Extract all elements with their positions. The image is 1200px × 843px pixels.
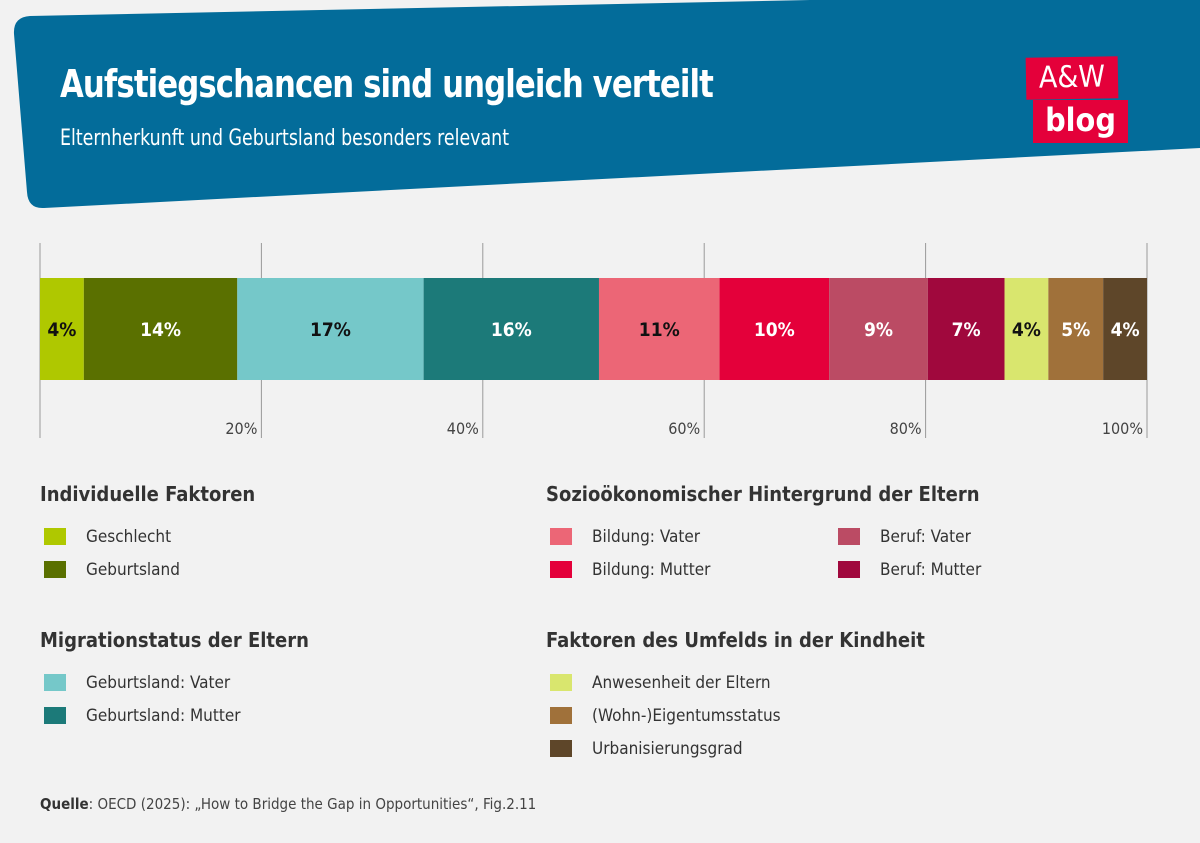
legend-item-geburtsland-mutter: Geburtsland: Mutter	[40, 699, 309, 732]
legend-label: Geschlecht	[86, 526, 172, 547]
data-label: 5%	[1061, 319, 1090, 341]
data-label: 9%	[864, 319, 893, 341]
page-title: Aufstiegschancen sind ungleich verteilt	[60, 62, 714, 106]
legend-item-anwesenheit: Anwesenheit der Eltern	[546, 666, 925, 699]
bar-segment	[1004, 278, 1049, 380]
legend-label: Beruf: Vater	[880, 526, 971, 547]
data-label: 14%	[140, 319, 181, 341]
data-label: 4%	[1012, 319, 1041, 341]
data-label: 16%	[491, 319, 532, 341]
legend-item-geburtsland: Geburtsland	[40, 553, 255, 586]
legend-swatch	[44, 674, 66, 691]
data-label: 7%	[952, 319, 981, 341]
logo-blog: blog	[1033, 100, 1128, 143]
bar-segment	[237, 278, 424, 380]
legend-group-socioeconomic: Sozioökonomischer Hintergrund der Eltern…	[546, 482, 1046, 586]
bar-segment	[1103, 278, 1147, 380]
source-text: : OECD (2025): „How to Bridge the Gap in…	[88, 795, 537, 813]
legend-item-geburtsland-vater: Geburtsland: Vater	[40, 666, 309, 699]
legend-title: Individuelle Faktoren	[40, 482, 256, 506]
legend-label: Urbanisierungsgrad	[592, 738, 743, 759]
legend-swatch	[838, 561, 860, 578]
legend-item-bildung-vater: Bildung: Vater	[546, 520, 834, 553]
legend-item-urbanisierung: Urbanisierungsgrad	[546, 732, 925, 765]
legend-item-beruf-vater: Beruf: Vater	[834, 520, 1054, 553]
data-label: 4%	[1111, 319, 1140, 341]
header-banner	[13, 0, 1200, 209]
legend-title: Faktoren des Umfelds in der Kindheit	[546, 628, 925, 652]
tick-label: 40%	[447, 419, 479, 438]
legend-group-individual: Individuelle Faktoren Geschlecht Geburts…	[40, 482, 255, 586]
legend-title: Migrationstatus der Eltern	[40, 628, 309, 652]
legend-item-bildung-mutter: Bildung: Mutter	[546, 553, 834, 586]
legend-label: Bildung: Mutter	[592, 559, 711, 580]
legend-label: Geburtsland: Mutter	[86, 705, 241, 726]
legend-group-migration: Migrationstatus der Eltern Geburtsland: …	[40, 628, 309, 732]
tick-label: 60%	[668, 419, 700, 438]
legend-swatch	[550, 528, 572, 545]
bar-segment	[1048, 278, 1104, 380]
legend-swatch	[44, 707, 66, 724]
page-subtitle: Elternherkunft und Geburtsland besonders…	[60, 126, 510, 151]
legend-item-beruf-mutter: Beruf: Mutter	[834, 553, 1054, 586]
bar-segment	[829, 278, 928, 380]
legend-label: (Wohn-)Eigentumsstatus	[592, 705, 781, 726]
legend-title: Sozioökonomischer Hintergrund der Eltern	[546, 482, 980, 506]
legend-swatch	[44, 528, 66, 545]
bar-segment	[598, 278, 720, 380]
legend-swatch	[550, 674, 572, 691]
bar-segment	[40, 278, 84, 380]
legend-swatch	[44, 561, 66, 578]
data-label: 4%	[47, 319, 76, 341]
legend-label: Anwesenheit der Eltern	[592, 672, 771, 693]
tick-label: 20%	[225, 419, 257, 438]
bar-segment	[927, 278, 1005, 380]
legend-label: Geburtsland: Vater	[86, 672, 231, 693]
legend-label: Beruf: Mutter	[880, 559, 982, 580]
bar-segment	[423, 278, 599, 380]
tick-label: 80%	[890, 419, 922, 438]
legend-item-geschlecht: Geschlecht	[40, 520, 255, 553]
legend-label: Geburtsland	[86, 559, 180, 580]
stacked-bar-chart: 4% 14% 17% 16% 11% 10% 9% 7% 4% 5% 4% 20% 40% 60% 80% 1…	[39, 243, 1148, 438]
bar-segment	[719, 278, 830, 380]
legend-swatch	[550, 561, 572, 578]
legend-group-environment: Faktoren des Umfelds in der Kindheit Anw…	[546, 628, 925, 765]
legend-swatch	[838, 528, 860, 545]
bar-segment	[83, 278, 238, 380]
legend-swatch	[550, 740, 572, 757]
legend-swatch	[550, 707, 572, 724]
legend-item-eigentum: (Wohn-)Eigentumsstatus	[546, 699, 925, 732]
data-label: 10%	[754, 319, 795, 341]
source-note: Quelle: OECD (2025): „How to Bridge the …	[40, 795, 536, 813]
tick-label: 100%	[1102, 419, 1143, 438]
data-label: 17%	[310, 319, 351, 341]
legend-label: Bildung: Vater	[592, 526, 701, 547]
source-label: Quelle	[40, 795, 89, 813]
data-label: 11%	[639, 319, 680, 341]
